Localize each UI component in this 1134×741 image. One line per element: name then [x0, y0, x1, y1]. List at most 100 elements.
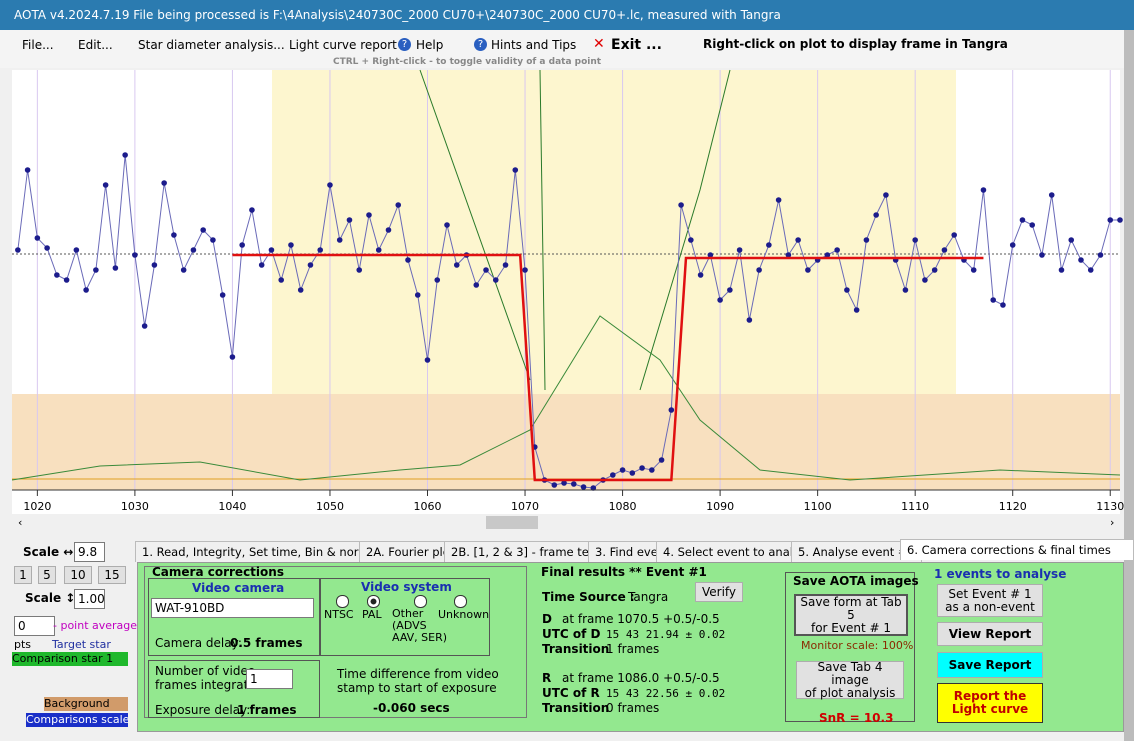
- radio-unknown[interactable]: Unknown: [438, 608, 490, 621]
- radio-checked[interactable]: [367, 595, 380, 608]
- lower-band: [12, 394, 1120, 490]
- time-source-label: Time Source :: [542, 590, 635, 604]
- menu-item[interactable]: Light curve report: [289, 38, 397, 52]
- scale-h-label: Scale ↔: [23, 545, 74, 559]
- data-point: [171, 232, 177, 238]
- data-point: [356, 267, 363, 273]
- scale-button[interactable]: 5: [38, 566, 56, 584]
- average-input[interactable]: 0: [14, 616, 55, 636]
- tab[interactable]: 5. Analyse event #1: [791, 541, 922, 562]
- video-system-box: [320, 578, 490, 656]
- exposure-label: Exposure delay:: [155, 703, 251, 717]
- radio[interactable]: [414, 595, 427, 608]
- data-point: [902, 287, 909, 293]
- data-point: [24, 167, 31, 173]
- radio-other[interactable]: Other (ADVS AAV, SER): [392, 607, 448, 644]
- data-point: [453, 262, 460, 268]
- scale-button[interactable]: 10: [64, 566, 92, 584]
- data-point: [1107, 217, 1114, 223]
- scale-button[interactable]: 15: [98, 566, 126, 584]
- data-point: [219, 292, 226, 298]
- set-event-button[interactable]: Set Event # 1 as a non-event: [937, 584, 1043, 617]
- data-point: [697, 272, 704, 278]
- data-point: [844, 287, 850, 293]
- delay-value: 0.5 frames: [230, 636, 303, 650]
- data-point: [824, 252, 831, 258]
- tab-active[interactable]: 6. Camera corrections & final times Even…: [900, 539, 1134, 577]
- camera-select[interactable]: WAT-910BD: [151, 598, 314, 618]
- data-point: [1039, 252, 1045, 258]
- scroll-right[interactable]: ›: [1110, 516, 1114, 529]
- data-point: [619, 467, 626, 473]
- save-tab4-button[interactable]: Save Tab 4 image of plot analysis: [796, 660, 904, 699]
- help-icon: ?: [398, 38, 411, 51]
- radio-pal[interactable]: PAL: [362, 608, 382, 621]
- video-camera-box: [148, 578, 320, 656]
- menu-item[interactable]: Exit ...: [611, 37, 662, 53]
- data-point: [668, 407, 675, 413]
- scale-button[interactable]: 1: [14, 566, 32, 584]
- data-point: [190, 247, 197, 253]
- data-point: [571, 481, 577, 487]
- verify-button[interactable]: Verify: [695, 582, 743, 602]
- menu-item[interactable]: Star diameter analysis...: [138, 38, 285, 52]
- data-point: [853, 307, 860, 313]
- d-label: D: [542, 612, 552, 626]
- data-point: [1048, 192, 1055, 198]
- x-tick-label: 1060: [414, 500, 442, 513]
- save-report-button[interactable]: Save Report: [937, 652, 1043, 678]
- radio-ntsc[interactable]: NTSC: [324, 608, 354, 621]
- view-report-button[interactable]: View Report: [937, 622, 1043, 646]
- data-point: [15, 247, 21, 253]
- data-point: [317, 247, 324, 253]
- d-utc: 15 43 21.94 ± 0.02: [606, 628, 726, 641]
- subhint: CTRL + Right-click - to toggle validity …: [333, 57, 602, 67]
- r-transition: 0 frames: [606, 701, 660, 715]
- data-point: [590, 485, 597, 491]
- x-tick-label: 1030: [121, 500, 149, 513]
- data-point: [1058, 267, 1065, 273]
- data-point: [54, 272, 60, 278]
- integrated-select[interactable]: 1: [246, 669, 293, 689]
- data-point: [180, 267, 187, 273]
- data-point: [990, 297, 997, 303]
- report-lc-button[interactable]: Report the Light curve: [937, 683, 1043, 723]
- light-curve-plot[interactable]: ‹ › 1020 1030 1040 1050 1060 1070 1080 1090 1100…: [0, 0, 1124, 530]
- r-utc: 15 43 22.56 ± 0.02: [606, 687, 726, 700]
- delay-label: Camera delay:: [155, 636, 242, 650]
- tab[interactable]: 4. Select event to analyse: [656, 541, 820, 562]
- scale-v-input[interactable]: 1.00: [74, 589, 105, 609]
- menu-bar: [0, 30, 1124, 68]
- data-point: [327, 182, 333, 188]
- data-point: [1068, 237, 1075, 243]
- menu-item[interactable]: Hints and Tips: [491, 38, 577, 52]
- tab[interactable]: 2B. [1, 2 & 3] - frame test: [444, 541, 607, 562]
- data-point: [210, 237, 216, 243]
- tab[interactable]: 1. Read, Integrity, Set time, Bin & norm…: [135, 541, 403, 562]
- data-point: [580, 484, 587, 490]
- menu-item[interactable]: Edit...: [78, 38, 113, 52]
- target-label: Target star: [52, 638, 111, 651]
- tab[interactable]: 2A. Fourier plot: [359, 541, 462, 562]
- menu-item[interactable]: File...: [22, 38, 54, 52]
- data-point: [112, 265, 119, 271]
- data-point: [1009, 242, 1016, 248]
- radio[interactable]: [454, 595, 467, 608]
- save-form-button[interactable]: Save form at Tab 5 for Event # 1: [794, 594, 908, 636]
- scale-h-input[interactable]: 9.8: [74, 542, 105, 562]
- data-point: [34, 235, 41, 241]
- data-point: [970, 267, 977, 273]
- x-tick-label: 1080: [609, 500, 637, 513]
- x-tick-label: 1120: [999, 500, 1027, 513]
- scroll-thumb[interactable]: [486, 516, 538, 529]
- exposure-value: 1 frames: [237, 703, 297, 717]
- data-point: [1087, 267, 1094, 273]
- radio[interactable]: [336, 595, 349, 608]
- data-point: [473, 282, 480, 288]
- data-point: [229, 354, 236, 360]
- scrollbar[interactable]: [12, 515, 1120, 530]
- data-point: [141, 323, 148, 329]
- data-point: [775, 197, 782, 203]
- scroll-left[interactable]: ‹: [18, 516, 22, 529]
- menu-item[interactable]: Help: [416, 38, 444, 52]
